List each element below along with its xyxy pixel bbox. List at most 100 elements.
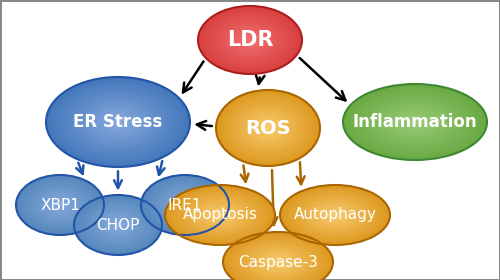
Ellipse shape [57, 203, 63, 207]
Ellipse shape [74, 195, 162, 255]
Ellipse shape [313, 203, 357, 227]
Ellipse shape [240, 108, 296, 148]
Ellipse shape [316, 205, 354, 225]
Ellipse shape [180, 202, 190, 208]
Ellipse shape [360, 93, 470, 151]
Ellipse shape [238, 106, 298, 150]
Ellipse shape [35, 188, 85, 222]
Ellipse shape [261, 123, 275, 133]
Ellipse shape [99, 212, 137, 238]
Ellipse shape [82, 99, 154, 144]
Ellipse shape [258, 251, 298, 273]
Ellipse shape [92, 207, 144, 243]
Ellipse shape [242, 34, 258, 46]
Ellipse shape [234, 103, 302, 153]
Ellipse shape [56, 202, 64, 208]
Ellipse shape [178, 200, 192, 210]
Ellipse shape [244, 110, 292, 146]
Ellipse shape [200, 204, 240, 226]
Ellipse shape [93, 208, 143, 242]
Ellipse shape [406, 117, 424, 127]
Ellipse shape [386, 107, 444, 137]
Ellipse shape [242, 109, 294, 147]
Ellipse shape [25, 181, 95, 229]
Ellipse shape [320, 207, 350, 223]
Ellipse shape [236, 239, 320, 280]
Ellipse shape [114, 222, 122, 228]
Ellipse shape [232, 101, 304, 155]
Ellipse shape [222, 22, 278, 58]
Ellipse shape [364, 95, 466, 149]
Ellipse shape [308, 200, 362, 230]
Ellipse shape [76, 196, 160, 254]
Ellipse shape [403, 116, 427, 128]
Ellipse shape [47, 196, 73, 214]
Ellipse shape [376, 102, 454, 142]
Ellipse shape [84, 202, 152, 248]
Ellipse shape [384, 106, 446, 139]
Ellipse shape [106, 217, 130, 233]
Ellipse shape [51, 80, 185, 164]
Ellipse shape [226, 24, 274, 56]
Ellipse shape [48, 78, 188, 165]
Ellipse shape [234, 30, 266, 50]
Ellipse shape [394, 111, 436, 133]
Ellipse shape [60, 86, 176, 158]
Ellipse shape [398, 113, 432, 131]
Ellipse shape [116, 224, 119, 226]
Ellipse shape [198, 6, 302, 74]
Text: CHOP: CHOP [96, 218, 140, 232]
Ellipse shape [362, 94, 468, 150]
Ellipse shape [238, 32, 262, 48]
Ellipse shape [228, 99, 308, 157]
Ellipse shape [41, 192, 79, 218]
Ellipse shape [168, 187, 272, 243]
Ellipse shape [265, 255, 291, 269]
Ellipse shape [212, 211, 228, 219]
Ellipse shape [38, 190, 82, 220]
Ellipse shape [289, 190, 381, 240]
Text: Inflammation: Inflammation [352, 113, 478, 131]
Ellipse shape [18, 176, 102, 234]
Ellipse shape [315, 204, 355, 226]
Ellipse shape [218, 91, 318, 165]
Ellipse shape [102, 214, 134, 236]
Ellipse shape [24, 180, 97, 230]
Ellipse shape [156, 185, 214, 225]
Ellipse shape [370, 98, 460, 146]
Ellipse shape [105, 216, 131, 234]
Ellipse shape [326, 210, 344, 220]
Ellipse shape [80, 199, 156, 251]
Ellipse shape [28, 183, 92, 227]
Ellipse shape [256, 250, 300, 274]
Ellipse shape [99, 110, 137, 134]
Ellipse shape [182, 194, 258, 236]
Ellipse shape [172, 189, 268, 241]
Ellipse shape [94, 107, 142, 137]
Ellipse shape [311, 202, 359, 228]
Ellipse shape [40, 191, 80, 219]
Ellipse shape [206, 207, 234, 223]
Ellipse shape [264, 254, 292, 270]
Ellipse shape [252, 116, 284, 139]
Ellipse shape [217, 18, 283, 62]
Ellipse shape [330, 212, 340, 218]
Ellipse shape [54, 201, 66, 209]
Ellipse shape [229, 26, 271, 53]
Ellipse shape [220, 92, 316, 164]
Ellipse shape [379, 103, 451, 141]
Ellipse shape [243, 36, 257, 45]
Ellipse shape [190, 199, 250, 231]
Ellipse shape [113, 119, 123, 125]
Ellipse shape [98, 211, 138, 239]
Ellipse shape [263, 124, 273, 132]
Ellipse shape [65, 89, 171, 155]
Ellipse shape [226, 234, 330, 280]
Ellipse shape [115, 223, 121, 227]
Ellipse shape [207, 208, 233, 222]
Ellipse shape [219, 20, 281, 60]
Ellipse shape [142, 176, 228, 234]
Ellipse shape [80, 98, 156, 146]
Ellipse shape [396, 112, 434, 132]
Ellipse shape [150, 181, 220, 229]
